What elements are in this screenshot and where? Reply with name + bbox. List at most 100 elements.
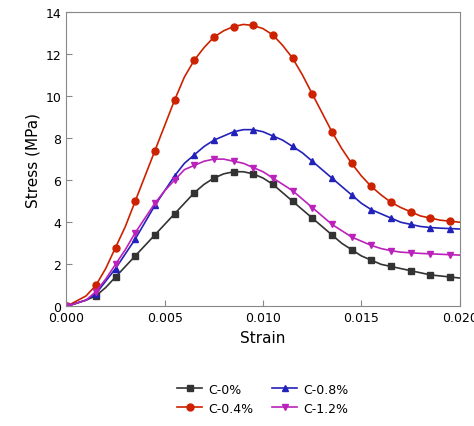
C-0.8% [280, 138, 285, 144]
Line: C-0.8%: C-0.8% [63, 127, 463, 310]
C-0% [132, 254, 138, 259]
Line: C-0.4%: C-0.4% [63, 22, 463, 310]
C-1.2% [329, 222, 335, 227]
C-0.4% [408, 210, 413, 215]
C-0.4% [339, 147, 345, 152]
C-1.2% [418, 251, 423, 256]
C-0.8% [310, 159, 315, 164]
C-0% [349, 248, 355, 253]
C-0.8% [221, 134, 227, 139]
C-0.4% [250, 24, 256, 29]
C-0% [83, 298, 89, 303]
C-0% [329, 233, 335, 238]
C-0.8% [211, 138, 217, 144]
C-1.2% [319, 214, 325, 219]
C-1.2% [358, 239, 364, 244]
C-0.8% [408, 222, 413, 227]
C-0% [250, 172, 256, 177]
C-0.8% [142, 220, 148, 225]
C-0.4% [260, 27, 266, 32]
C-0.8% [447, 227, 453, 232]
C-0.8% [83, 298, 89, 303]
C-0.4% [182, 75, 187, 81]
C-0.8% [300, 151, 305, 156]
C-0.8% [172, 174, 177, 179]
C-0.4% [368, 184, 374, 190]
C-0.8% [368, 207, 374, 213]
C-0.8% [191, 153, 197, 158]
C-0.4% [191, 58, 197, 63]
C-0% [211, 176, 217, 181]
C-0% [339, 241, 345, 246]
C-0.4% [329, 130, 335, 135]
C-1.2% [300, 197, 305, 202]
C-1.2% [191, 164, 197, 169]
C-1.2% [122, 248, 128, 253]
C-0.4% [437, 218, 443, 223]
C-0% [398, 266, 403, 271]
C-0% [457, 276, 463, 281]
C-1.2% [457, 253, 463, 258]
C-0% [280, 191, 285, 196]
C-0.8% [152, 203, 158, 208]
C-1.2% [221, 157, 227, 162]
C-0.8% [250, 128, 256, 133]
C-0.4% [142, 174, 148, 179]
C-0.4% [290, 56, 295, 61]
Legend: C-0%, C-0.4%, C-0.8%, C-1.2%: C-0%, C-0.4%, C-0.8%, C-1.2% [172, 377, 354, 420]
C-0.8% [113, 266, 118, 271]
C-0.8% [349, 193, 355, 198]
C-1.2% [280, 182, 285, 187]
C-0.8% [418, 225, 423, 230]
C-0.4% [300, 73, 305, 78]
C-1.2% [398, 250, 403, 255]
C-0% [358, 254, 364, 259]
C-0% [260, 176, 266, 181]
C-1.2% [378, 246, 384, 251]
C-1.2% [437, 252, 443, 257]
C-1.2% [172, 178, 177, 183]
C-1.2% [83, 298, 89, 303]
C-1.2% [428, 252, 433, 257]
C-0% [64, 304, 69, 309]
C-1.2% [152, 201, 158, 206]
C-0% [270, 182, 276, 187]
C-0.8% [378, 212, 384, 217]
C-0% [113, 275, 118, 280]
C-1.2% [142, 216, 148, 221]
C-1.2% [270, 176, 276, 181]
C-1.2% [250, 166, 256, 171]
C-0% [319, 225, 325, 230]
C-1.2% [132, 231, 138, 236]
C-0.4% [103, 266, 109, 271]
Line: C-0%: C-0% [63, 169, 463, 310]
C-1.2% [240, 161, 246, 167]
C-0.4% [211, 35, 217, 40]
C-0.8% [339, 184, 345, 190]
C-0.4% [388, 200, 394, 205]
C-0.4% [221, 29, 227, 34]
C-0.8% [319, 168, 325, 173]
C-1.2% [290, 189, 295, 194]
C-0.4% [201, 46, 207, 51]
C-0.4% [280, 44, 285, 49]
C-0.4% [240, 23, 246, 28]
C-1.2% [103, 277, 109, 282]
C-1.2% [64, 304, 69, 309]
C-1.2% [408, 250, 413, 256]
C-0% [201, 182, 207, 187]
C-0.4% [310, 92, 315, 97]
C-1.2% [260, 170, 266, 175]
C-0.8% [388, 216, 394, 221]
C-0% [191, 191, 197, 196]
C-0.4% [349, 161, 355, 167]
C-0.4% [270, 33, 276, 38]
C-1.2% [162, 189, 167, 194]
C-1.2% [211, 157, 217, 162]
C-0.8% [103, 279, 109, 284]
C-0.4% [93, 283, 99, 288]
C-1.2% [93, 290, 99, 295]
C-1.2% [310, 205, 315, 210]
C-0.4% [152, 149, 158, 154]
C-0.8% [358, 201, 364, 206]
